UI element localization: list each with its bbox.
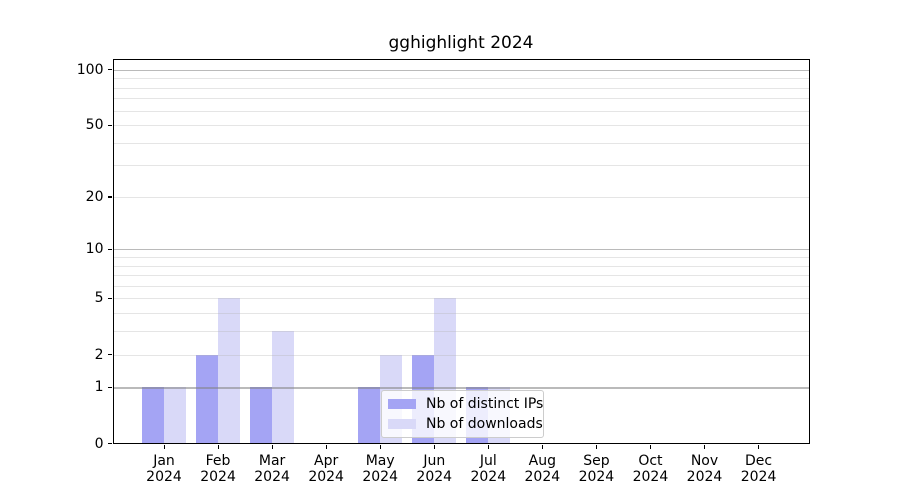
- legend-label-distinct-ips: Nb of distinct IPs: [426, 396, 544, 412]
- gridline-minor-70: [112, 98, 810, 100]
- chart-title: gghighlight 2024: [388, 33, 534, 53]
- x-tick-label-jun: Jun 2024: [416, 452, 453, 485]
- y-tick-1: [108, 386, 112, 389]
- x-tick-label-sep: Sep 2024: [578, 452, 615, 485]
- plot-area: [112, 59, 810, 444]
- x-tick-label-aug: Aug 2024: [524, 452, 561, 485]
- x-tick-label-jul: Jul 2024: [470, 452, 507, 485]
- bar-distinct-ips-mar: [250, 387, 273, 444]
- x-tick-mar: [271, 444, 273, 449]
- y-tick-label-50: 50: [85, 117, 104, 134]
- gridline-minor-9: [112, 256, 810, 258]
- x-tick-dec: [758, 444, 760, 449]
- y-tick-label-5: 5: [94, 290, 104, 307]
- y-tick-label-10: 10: [85, 241, 104, 258]
- x-tick-label-nov: Nov 2024: [686, 452, 723, 485]
- legend-entry-distinct-ips: Nb of distinct IPs: [388, 396, 543, 412]
- x-tick-label-jan: Jan 2024: [146, 452, 182, 485]
- bar-distinct-ips-jan: [142, 387, 164, 444]
- gridline-minor-80: [112, 87, 810, 89]
- y-tick-50: [108, 124, 112, 126]
- y-tick-5: [108, 297, 112, 300]
- y-tick-label-1: 1: [94, 379, 104, 396]
- x-tick-apr: [325, 444, 327, 449]
- gridline-major-100: [112, 69, 810, 71]
- y-tick-label-2: 2: [94, 346, 104, 363]
- gridline-minor-60: [112, 110, 810, 112]
- x-tick-label-mar: Mar 2024: [254, 452, 290, 485]
- gridline-major-10: [112, 249, 810, 251]
- x-tick-sep: [595, 444, 598, 449]
- x-tick-label-oct: Oct 2024: [632, 452, 669, 485]
- x-tick-label-dec: Dec 2024: [740, 452, 777, 485]
- x-tick-aug: [541, 444, 544, 449]
- y-tick-label-100: 100: [76, 61, 104, 78]
- gridline-minor-90: [112, 78, 810, 80]
- x-tick-oct: [649, 444, 652, 449]
- bar-downloads-feb: [218, 298, 241, 444]
- x-tick-jun: [433, 444, 436, 449]
- gridline-minor-8: [112, 265, 810, 267]
- gridline-minor-4: [112, 313, 810, 315]
- legend-swatch-distinct-ips: [388, 399, 416, 409]
- bar-distinct-ips-may: [358, 387, 381, 444]
- gridline-minor-30: [112, 165, 810, 167]
- bar-downloads-jan: [164, 387, 186, 444]
- legend-entry-downloads: Nb of downloads: [388, 416, 543, 432]
- gridline-minor-6: [112, 285, 810, 287]
- x-tick-feb: [217, 444, 219, 449]
- x-tick-label-feb: Feb 2024: [200, 452, 236, 485]
- y-tick-label-0: 0: [94, 435, 104, 452]
- x-tick-label-apr: Apr 2024: [308, 452, 344, 485]
- x-tick-jan: [163, 444, 165, 449]
- x-tick-label-may: May 2024: [362, 452, 398, 485]
- gridline-minor-2: [112, 354, 810, 356]
- x-tick-nov: [704, 444, 706, 449]
- gridline-minor-7: [112, 275, 810, 277]
- gridline-minor-50: [112, 125, 810, 127]
- gridline-minor-20: [112, 196, 810, 198]
- y-tick-10: [108, 248, 112, 251]
- y-tick-0: [108, 443, 112, 445]
- y-tick-20: [108, 196, 112, 198]
- y-tick-2: [108, 354, 112, 356]
- bar-distinct-ips-feb: [196, 354, 219, 444]
- y-tick-label-20: 20: [85, 188, 104, 205]
- legend-label-downloads: Nb of downloads: [426, 416, 543, 432]
- legend-swatch-downloads: [388, 419, 416, 429]
- gridline-minor-5: [112, 298, 810, 300]
- x-tick-jul: [487, 444, 490, 449]
- legend: Nb of distinct IPs Nb of downloads: [381, 390, 544, 438]
- gridline-major-1: [112, 387, 810, 389]
- y-tick-100: [108, 69, 112, 71]
- x-tick-may: [379, 444, 381, 449]
- gridline-minor-3: [112, 331, 810, 333]
- gridline-minor-40: [112, 142, 810, 144]
